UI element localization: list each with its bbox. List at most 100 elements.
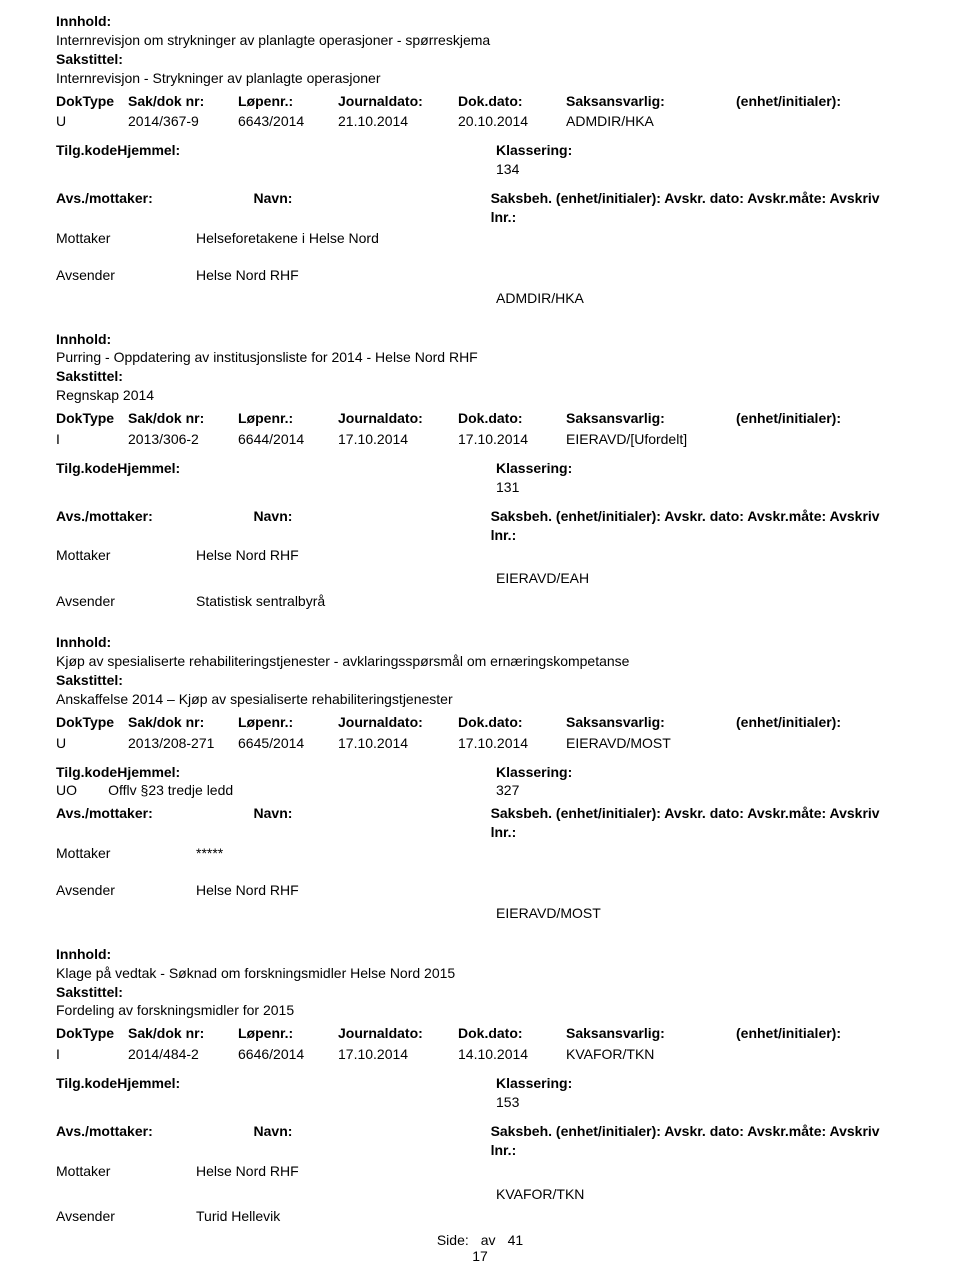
- col-enhet-label: (enhet/initialer):: [736, 92, 886, 111]
- val-ddato: 17.10.2014: [458, 430, 566, 449]
- val-sakdok: 2014/484-2: [128, 1045, 238, 1064]
- klassering-label: Klassering:: [496, 763, 572, 782]
- klassering-value: 134: [496, 160, 572, 179]
- val-saksansv: KVAFOR/TKN: [566, 1045, 736, 1064]
- val-sakdok: 2013/208-271: [128, 734, 238, 753]
- val-lopenr: 6646/2014: [238, 1045, 338, 1064]
- hjemmel-label: Hjemmel:: [117, 764, 180, 780]
- mottaker-code: EIERAVD/EAH: [496, 569, 904, 588]
- avsender-row: Avsender Statistisk sentralbyrå: [56, 592, 904, 611]
- footer-side-label: Side:: [437, 1232, 469, 1248]
- avsender-label: Avsender: [56, 266, 196, 285]
- tilg-right: Klassering: 134: [496, 141, 572, 179]
- val-jdato: 21.10.2014: [338, 112, 458, 131]
- col-ddato-label: Dok.dato:: [458, 1024, 566, 1043]
- tilg-left: Tilg.kodeHjemmel:: [56, 459, 496, 497]
- klassering-label: Klassering:: [496, 141, 572, 160]
- col-saksansv-label: Saksansvarlig:: [566, 1024, 736, 1043]
- col-enhet-label: (enhet/initialer):: [736, 1024, 886, 1043]
- val-lopenr: 6645/2014: [238, 734, 338, 753]
- table-value-row: I 2013/306-2 6644/2014 17.10.2014 17.10.…: [56, 430, 904, 449]
- table-header-row: DokType Sak/dok nr: Løpenr.: Journaldato…: [56, 409, 904, 428]
- avsender-label: Avsender: [56, 592, 196, 611]
- col-lopenr-label: Løpenr.:: [238, 92, 338, 111]
- val-jdato: 17.10.2014: [338, 430, 458, 449]
- innhold-text: Purring - Oppdatering av institusjonslis…: [56, 348, 904, 367]
- avsender-code: ADMDIR/HKA: [496, 289, 904, 308]
- avsender-label: Avsender: [56, 881, 196, 900]
- table-value-row: U 2013/208-271 6645/2014 17.10.2014 17.1…: [56, 734, 904, 753]
- col-enhet-label: (enhet/initialer):: [736, 713, 886, 732]
- navn-label: Navn:: [254, 507, 491, 545]
- col-saksansv-label: Saksansvarlig:: [566, 92, 736, 111]
- val-jdato: 17.10.2014: [338, 734, 458, 753]
- col-doktype-label: DokType: [56, 713, 128, 732]
- avsender-value: Helse Nord RHF: [196, 266, 299, 285]
- klassering-value: 327: [496, 781, 572, 800]
- tilg-row: Tilg.kodeHjemmel: Klassering: 153: [56, 1074, 904, 1112]
- avsender-code: EIERAVD/MOST: [496, 904, 904, 923]
- val-lopenr: 6644/2014: [238, 430, 338, 449]
- footer-total: 41: [508, 1232, 524, 1248]
- col-sakdok-label: Sak/dok nr:: [128, 1024, 238, 1043]
- avs-row: Avs./mottaker: Navn: Saksbeh. (enhet/ini…: [56, 507, 904, 545]
- mottaker-code: KVAFOR/TKN: [496, 1185, 904, 1204]
- innhold-text: Internrevisjon om strykninger av planlag…: [56, 31, 904, 50]
- val-saksansv: EIERAVD/MOST: [566, 734, 736, 753]
- avs-row: Avs./mottaker: Navn: Saksbeh. (enhet/ini…: [56, 189, 904, 227]
- sakstittel-label: Sakstittel:: [56, 367, 904, 386]
- val-enhet: [736, 430, 886, 449]
- footer-page-number: 17: [0, 1248, 960, 1264]
- col-sakdok-label: Sak/dok nr:: [128, 713, 238, 732]
- avsender-value: Turid Hellevik: [196, 1207, 280, 1226]
- tilgkode-label: Tilg.kode: [56, 142, 117, 158]
- saksbeh-label: Saksbeh. (enhet/initialer): Avskr. dato:…: [491, 189, 904, 227]
- saksbeh-label: Saksbeh. (enhet/initialer): Avskr. dato:…: [491, 507, 904, 545]
- tilg-row: Tilg.kodeHjemmel: Klassering: 134: [56, 141, 904, 179]
- val-sakdok: 2013/306-2: [128, 430, 238, 449]
- hjemmel-label: Hjemmel:: [117, 460, 180, 476]
- table-header-row: DokType Sak/dok nr: Løpenr.: Journaldato…: [56, 1024, 904, 1043]
- mottaker-value: Helse Nord RHF: [196, 1162, 299, 1181]
- col-lopenr-label: Løpenr.:: [238, 1024, 338, 1043]
- navn-label: Navn:: [254, 1122, 491, 1160]
- innhold-label: Innhold:: [56, 12, 904, 31]
- tilg-left: Tilg.kodeHjemmel: UO Offlv §23 tredje le…: [56, 763, 496, 801]
- col-doktype-label: DokType: [56, 409, 128, 428]
- sakstittel-label: Sakstittel:: [56, 983, 904, 1002]
- sakstittel-label: Sakstittel:: [56, 50, 904, 69]
- mottaker-row: Mottaker Helse Nord RHF: [56, 546, 904, 565]
- tilg-right: Klassering: 131: [496, 459, 572, 497]
- mottaker-label: Mottaker: [56, 1162, 196, 1181]
- col-jdato-label: Journaldato:: [338, 409, 458, 428]
- val-enhet: [736, 112, 886, 131]
- col-sakdok-label: Sak/dok nr:: [128, 92, 238, 111]
- record: Innhold: Purring - Oppdatering av instit…: [56, 330, 904, 612]
- col-ddato-label: Dok.dato:: [458, 409, 566, 428]
- avsender-row: Avsender Helse Nord RHF: [56, 881, 904, 900]
- hjemmel-label: Hjemmel:: [117, 142, 180, 158]
- sakstittel-text: Internrevisjon - Strykninger av planlagt…: [56, 69, 904, 88]
- col-saksansv-label: Saksansvarlig:: [566, 409, 736, 428]
- col-saksansv-label: Saksansvarlig:: [566, 713, 736, 732]
- val-doktype: I: [56, 430, 128, 449]
- sakstittel-text: Anskaffelse 2014 – Kjøp av spesialiserte…: [56, 690, 904, 709]
- page-footer: Side: av 41 17: [0, 1232, 960, 1264]
- klassering-value: 153: [496, 1093, 572, 1112]
- saksbeh-label: Saksbeh. (enhet/initialer): Avskr. dato:…: [491, 804, 904, 842]
- tilgkode-label: Tilg.kode: [56, 764, 117, 780]
- innhold-label: Innhold:: [56, 945, 904, 964]
- tilg-right: Klassering: 327: [496, 763, 572, 801]
- record: Innhold: Kjøp av spesialiserte rehabilit…: [56, 633, 904, 923]
- mottaker-label: Mottaker: [56, 546, 196, 565]
- val-enhet: [736, 1045, 886, 1064]
- tilg-right: Klassering: 153: [496, 1074, 572, 1112]
- record: Innhold: Klage på vedtak - Søknad om for…: [56, 945, 904, 1227]
- klassering-value: 131: [496, 478, 572, 497]
- avs-row: Avs./mottaker: Navn: Saksbeh. (enhet/ini…: [56, 1122, 904, 1160]
- tilgkode-label: Tilg.kode: [56, 1075, 117, 1091]
- avsender-value: Helse Nord RHF: [196, 881, 299, 900]
- val-jdato: 17.10.2014: [338, 1045, 458, 1064]
- avsmottaker-label: Avs./mottaker:: [56, 189, 254, 227]
- val-doktype: U: [56, 734, 128, 753]
